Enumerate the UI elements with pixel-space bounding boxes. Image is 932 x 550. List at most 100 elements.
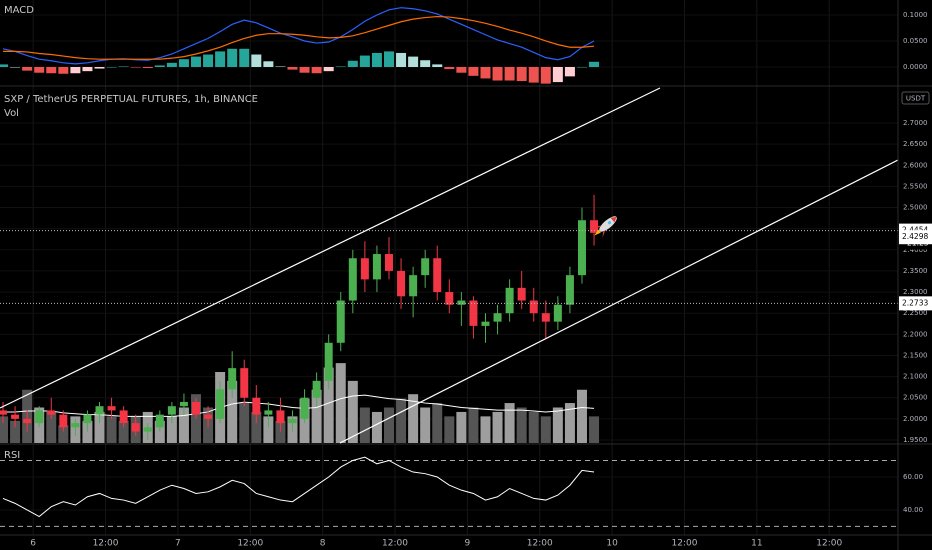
- candle-body: [312, 380, 321, 398]
- volume-bar: [239, 403, 250, 443]
- trend-line: [0, 87, 661, 409]
- histogram-bar: [154, 65, 165, 68]
- volume-bar: [589, 416, 600, 443]
- histogram-bar: [492, 67, 503, 81]
- candle-body: [481, 321, 490, 326]
- volume-bar: [178, 407, 189, 443]
- histogram-bar: [239, 48, 250, 68]
- histogram-bar: [444, 67, 455, 70]
- histogram-bar: [178, 59, 189, 68]
- histogram-bar: [408, 56, 419, 68]
- volume-ma-line: [3, 394, 595, 417]
- histogram-bar: [589, 61, 600, 68]
- volume-bar: [383, 407, 394, 443]
- histogram-bar: [263, 61, 274, 68]
- x-tick-label: 12:00: [237, 539, 263, 549]
- rocket-icon: [593, 216, 617, 238]
- price-label: 2.4298: [902, 232, 928, 241]
- candle-body: [240, 368, 249, 398]
- histogram-bar: [82, 67, 93, 72]
- histogram-bar: [420, 60, 431, 68]
- candle-body: [288, 418, 297, 424]
- histogram-bar: [251, 54, 262, 68]
- volume-bar: [251, 411, 262, 443]
- volume-bar: [564, 403, 575, 443]
- y-tick-label: 0.0000: [903, 63, 928, 71]
- histogram-bar: [130, 67, 141, 68]
- candle-body: [83, 414, 92, 424]
- y-tick-label: 2.2500: [903, 309, 928, 317]
- y-tick-label: 2.5000: [903, 204, 928, 212]
- volume-bar: [347, 380, 358, 443]
- histogram-bar: [480, 67, 491, 79]
- candle-body: [565, 275, 574, 305]
- x-tick-label: 12:00: [527, 539, 553, 549]
- x-tick-label: 12:00: [382, 539, 408, 549]
- histogram-bar: [323, 67, 334, 72]
- x-tick-label: 12:00: [672, 539, 698, 549]
- histogram-bar: [94, 67, 105, 69]
- pane-title: MACD: [4, 5, 34, 16]
- y-tick-label: 2.2000: [903, 330, 928, 338]
- histogram-bar: [383, 51, 394, 68]
- histogram-bar: [166, 62, 177, 68]
- x-tick-label: 12:00: [816, 539, 842, 549]
- volume-bar: [456, 411, 467, 443]
- histogram-bar: [142, 67, 153, 69]
- x-tick-label: 11: [751, 539, 762, 549]
- candle-body: [143, 427, 152, 432]
- x-tick-label: 7: [175, 539, 181, 549]
- histogram-bar: [106, 67, 117, 68]
- volume-bar: [420, 407, 431, 443]
- currency-label: USDT: [906, 95, 926, 103]
- candle-body: [541, 313, 550, 322]
- candle-body: [192, 401, 201, 415]
- x-tick-label: 12:00: [93, 539, 119, 549]
- candle-body: [252, 397, 261, 415]
- y-tick-label: 0.0500: [903, 37, 928, 45]
- volume-bar: [311, 389, 322, 443]
- volume-bar: [227, 380, 238, 443]
- volume-bar: [359, 407, 370, 443]
- histogram-bar: [335, 66, 346, 68]
- volume-bar: [0, 416, 9, 443]
- volume-bar: [323, 367, 334, 443]
- candle-body: [264, 410, 273, 415]
- histogram-bar: [516, 67, 527, 82]
- candle-body: [179, 401, 188, 407]
- volume-bar: [263, 416, 274, 443]
- histogram-bar: [287, 67, 298, 70]
- volume-bar: [516, 407, 527, 443]
- y-tick-label: 0.1000: [903, 11, 928, 19]
- x-tick-label: 6: [30, 539, 36, 549]
- candle-body: [11, 414, 20, 419]
- candle-body: [553, 304, 562, 322]
- currency-badge: [901, 91, 930, 105]
- y-tick-label: 2.5500: [903, 182, 928, 190]
- candle-body: [47, 410, 56, 415]
- volume-bar: [576, 389, 587, 443]
- histogram-bar: [540, 67, 551, 84]
- volume-bar: [58, 425, 69, 443]
- y-tick-label: 2.1500: [903, 351, 928, 359]
- histogram-bar: [46, 67, 57, 74]
- volume-bar: [118, 420, 129, 443]
- x-tick-label: 8: [320, 539, 326, 549]
- candle-body: [71, 423, 80, 428]
- histogram-bar: [371, 52, 382, 68]
- histogram-bar: [70, 67, 81, 74]
- histogram-bar: [396, 52, 407, 68]
- plot: [0, 7, 898, 518]
- trend-line: [339, 159, 899, 444]
- histogram-bar: [564, 67, 575, 77]
- candle-body: [155, 414, 164, 428]
- histogram-bar: [299, 67, 310, 73]
- y-tick-label: 2.0000: [903, 415, 928, 423]
- histogram-bar: [311, 67, 322, 74]
- candle-body: [397, 270, 406, 297]
- candle-body: [421, 258, 430, 276]
- candle-body: [409, 275, 418, 297]
- price-label: 2.2733: [902, 298, 928, 307]
